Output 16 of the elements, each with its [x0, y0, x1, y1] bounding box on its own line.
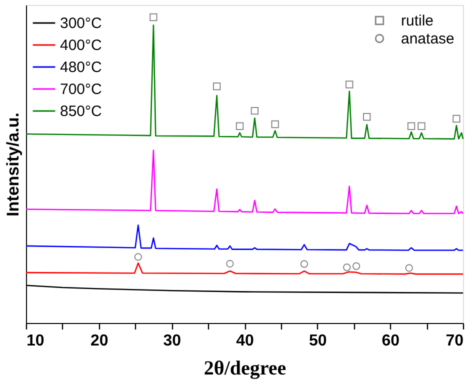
x-tick-label: 10 [26, 332, 44, 350]
x-tick-label: 50 [308, 332, 327, 350]
x-tick-label: 30 [163, 332, 182, 350]
legend-label: 850°C [60, 103, 102, 120]
legend-label: 480°C [60, 59, 102, 76]
x-tick-label: 40 [236, 332, 254, 350]
legend-label: anatase [401, 30, 454, 48]
legend-label: 400°C [60, 37, 102, 54]
y-axis-title: Intensity/a.u. [4, 112, 22, 216]
x-tick-label: 60 [382, 332, 400, 350]
x-tick-label: 20 [90, 332, 108, 350]
legend-label: 700°C [60, 81, 102, 98]
x-axis-title: 2θ/degree [204, 358, 286, 380]
legend-label: rutile [401, 12, 434, 30]
x-tick-label: 70 [446, 332, 464, 350]
legend-label: 300°C [60, 15, 102, 32]
